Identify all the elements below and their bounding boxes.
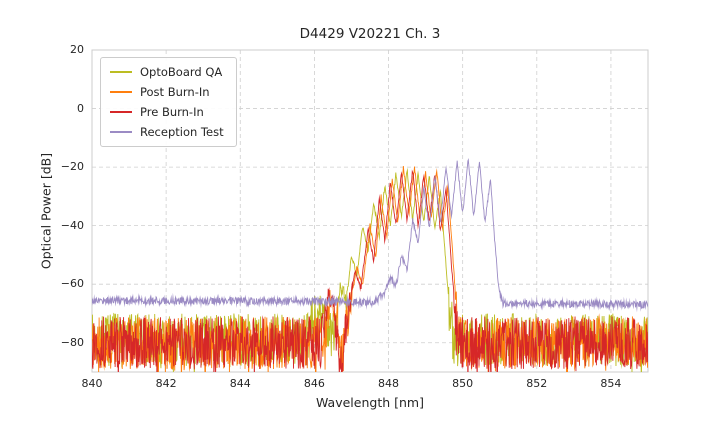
legend-line-swatch <box>110 111 132 113</box>
y-tick-label: 0 <box>77 101 84 115</box>
x-tick-label: 844 <box>229 377 251 390</box>
legend-line-swatch <box>110 71 132 73</box>
y-tick-label: −80 <box>60 335 84 349</box>
x-tick-label: 846 <box>303 377 325 390</box>
x-axis-label: Wavelength [nm] <box>316 395 424 410</box>
chart-title: D4429 V20221 Ch. 3 <box>299 26 441 42</box>
legend-item-label: Reception Test <box>140 125 224 139</box>
y-tick-label: −60 <box>60 277 84 291</box>
x-tick-label: 840 <box>81 377 103 390</box>
legend-item: Pre Burn-In <box>110 105 224 119</box>
legend-item-label: OptoBoard QA <box>140 65 223 79</box>
y-tick-label: 20 <box>70 43 84 56</box>
y-tick-label: −40 <box>60 218 84 232</box>
legend-item-label: Post Burn-In <box>140 85 210 99</box>
legend: OptoBoard QA Post Burn-In Pre Burn-In Recep… <box>100 57 237 147</box>
legend-item: Reception Test <box>110 125 224 139</box>
legend-item-label: Pre Burn-In <box>140 105 204 119</box>
x-tick-label: 854 <box>600 377 622 390</box>
x-tick-label: 842 <box>155 377 177 390</box>
x-tick-label: 850 <box>452 377 474 390</box>
y-tick-label: −20 <box>60 160 84 174</box>
legend-line-swatch <box>110 91 132 93</box>
x-tick-label: 848 <box>378 377 400 390</box>
legend-item: Post Burn-In <box>110 85 224 99</box>
legend-item: OptoBoard QA <box>110 65 224 79</box>
legend-line-swatch <box>110 131 132 133</box>
x-tick-label: 852 <box>526 377 548 390</box>
